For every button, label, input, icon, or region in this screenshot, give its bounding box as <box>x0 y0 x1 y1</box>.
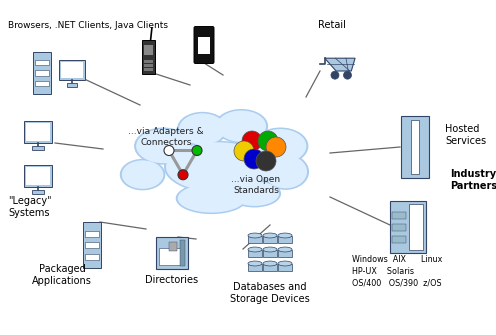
Ellipse shape <box>176 183 248 214</box>
FancyBboxPatch shape <box>85 242 99 248</box>
FancyBboxPatch shape <box>169 242 177 251</box>
Ellipse shape <box>120 159 165 190</box>
FancyBboxPatch shape <box>35 81 49 86</box>
Ellipse shape <box>164 141 272 193</box>
Circle shape <box>244 149 264 169</box>
FancyBboxPatch shape <box>24 121 52 143</box>
Polygon shape <box>325 58 355 71</box>
Circle shape <box>192 145 202 155</box>
Ellipse shape <box>166 142 270 192</box>
FancyBboxPatch shape <box>263 236 277 243</box>
Ellipse shape <box>278 233 292 238</box>
Ellipse shape <box>122 160 163 189</box>
FancyBboxPatch shape <box>143 64 152 67</box>
FancyBboxPatch shape <box>35 60 49 65</box>
FancyBboxPatch shape <box>392 212 406 219</box>
FancyBboxPatch shape <box>159 248 181 265</box>
FancyBboxPatch shape <box>61 62 83 78</box>
Text: Browsers, .NET Clients, Java Clients: Browsers, .NET Clients, Java Clients <box>8 20 168 29</box>
Ellipse shape <box>254 129 307 163</box>
Ellipse shape <box>178 184 246 213</box>
FancyBboxPatch shape <box>85 231 99 237</box>
Text: Packaged
Applications: Packaged Applications <box>32 264 92 286</box>
FancyBboxPatch shape <box>263 250 277 257</box>
FancyBboxPatch shape <box>59 60 85 80</box>
Circle shape <box>266 137 286 157</box>
Text: Databases and
Storage Devices: Databases and Storage Devices <box>230 282 310 304</box>
FancyBboxPatch shape <box>278 264 292 271</box>
Ellipse shape <box>217 111 266 142</box>
Ellipse shape <box>179 113 226 145</box>
FancyBboxPatch shape <box>35 70 49 76</box>
FancyBboxPatch shape <box>248 264 262 271</box>
FancyBboxPatch shape <box>67 83 77 87</box>
Circle shape <box>178 170 188 180</box>
Text: Directories: Directories <box>145 275 198 285</box>
FancyBboxPatch shape <box>409 204 423 250</box>
FancyBboxPatch shape <box>143 45 152 55</box>
Circle shape <box>164 145 174 155</box>
Ellipse shape <box>230 181 279 206</box>
Text: Industry
Partners: Industry Partners <box>450 169 496 191</box>
Ellipse shape <box>263 261 277 266</box>
FancyBboxPatch shape <box>198 37 210 54</box>
FancyBboxPatch shape <box>26 123 50 141</box>
Ellipse shape <box>248 261 262 266</box>
FancyBboxPatch shape <box>143 68 152 71</box>
Circle shape <box>331 71 339 79</box>
FancyBboxPatch shape <box>194 26 214 64</box>
Text: Windows  AIX      Linux: Windows AIX Linux <box>352 255 442 264</box>
FancyBboxPatch shape <box>180 240 185 266</box>
Ellipse shape <box>215 109 268 143</box>
Ellipse shape <box>262 154 309 190</box>
Ellipse shape <box>248 233 262 238</box>
FancyBboxPatch shape <box>156 237 188 269</box>
Text: ...via Adapters &
Connectors: ...via Adapters & Connectors <box>128 127 204 147</box>
Circle shape <box>344 71 352 79</box>
Text: OS/400   OS/390  z/OS: OS/400 OS/390 z/OS <box>352 279 441 288</box>
Circle shape <box>242 131 262 151</box>
FancyBboxPatch shape <box>278 250 292 257</box>
FancyBboxPatch shape <box>32 190 44 194</box>
Ellipse shape <box>263 233 277 238</box>
FancyBboxPatch shape <box>411 120 419 174</box>
Ellipse shape <box>264 155 307 188</box>
Circle shape <box>258 131 278 151</box>
FancyBboxPatch shape <box>141 40 154 74</box>
FancyBboxPatch shape <box>83 222 101 268</box>
FancyBboxPatch shape <box>33 52 51 94</box>
Ellipse shape <box>177 112 228 146</box>
Text: ...via Open
Standards: ...via Open Standards <box>232 175 281 195</box>
FancyBboxPatch shape <box>26 167 50 185</box>
FancyBboxPatch shape <box>143 60 152 63</box>
FancyBboxPatch shape <box>401 116 429 178</box>
Circle shape <box>234 141 254 161</box>
Ellipse shape <box>252 128 309 165</box>
Ellipse shape <box>248 247 262 252</box>
FancyBboxPatch shape <box>24 165 52 187</box>
FancyBboxPatch shape <box>32 146 44 150</box>
Text: Hosted
Services: Hosted Services <box>445 124 486 146</box>
Text: "Legacy"
Systems: "Legacy" Systems <box>8 196 52 218</box>
FancyBboxPatch shape <box>248 236 262 243</box>
Circle shape <box>256 151 276 171</box>
Ellipse shape <box>134 128 193 165</box>
Ellipse shape <box>278 247 292 252</box>
FancyBboxPatch shape <box>278 236 292 243</box>
FancyBboxPatch shape <box>263 264 277 271</box>
Ellipse shape <box>263 247 277 252</box>
Ellipse shape <box>228 180 281 207</box>
FancyBboxPatch shape <box>85 254 99 260</box>
Text: Retail: Retail <box>318 20 346 30</box>
Ellipse shape <box>278 261 292 266</box>
FancyBboxPatch shape <box>390 201 426 253</box>
FancyBboxPatch shape <box>248 250 262 257</box>
FancyBboxPatch shape <box>392 237 406 243</box>
FancyBboxPatch shape <box>392 224 406 230</box>
Text: HP-UX    Solaris: HP-UX Solaris <box>352 267 414 276</box>
Ellipse shape <box>136 129 190 163</box>
